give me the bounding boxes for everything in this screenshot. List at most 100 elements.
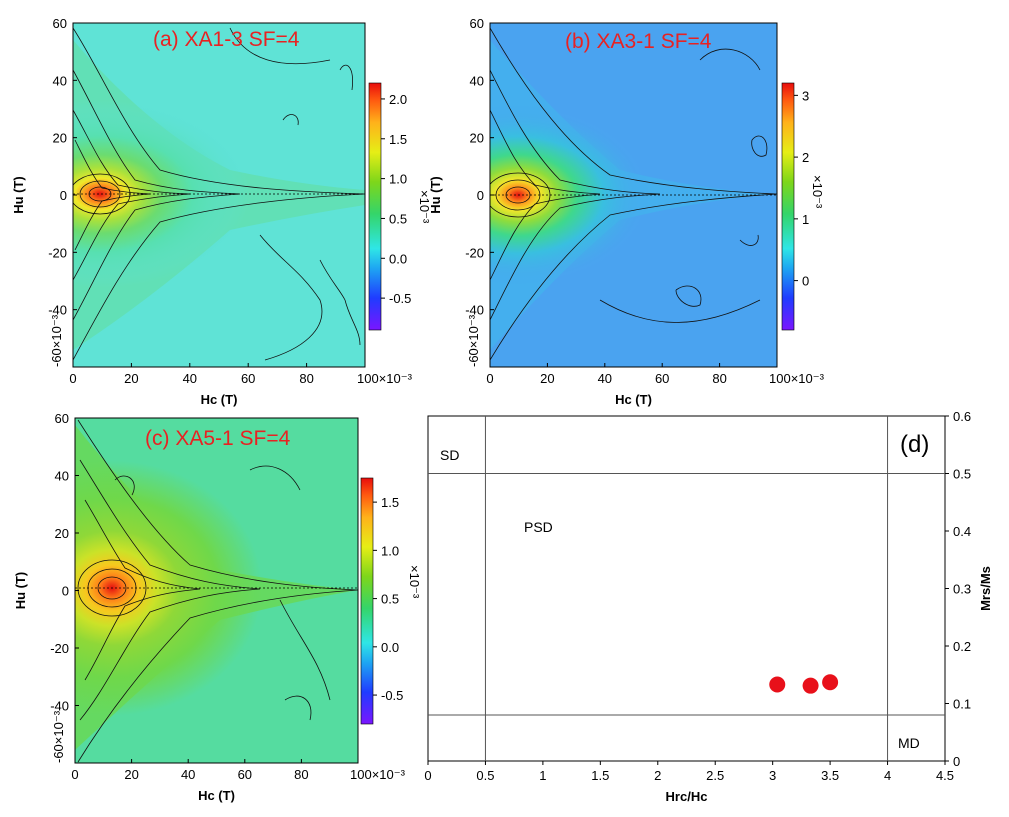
panel-a-y-tick-label: 20	[53, 131, 67, 146]
panel-a-colorbar-multiplier: ×10⁻³	[417, 190, 432, 224]
panel-a-y-tick-label: -40	[48, 303, 67, 318]
panel-b-colorbar-ticks: 3 2 1 0	[794, 88, 809, 289]
panel-b-y-tick-label: -20	[465, 245, 484, 260]
panel-b-y-tick-label: 40	[470, 73, 484, 88]
panel-c-x-tick-label: 100×10⁻³	[350, 767, 406, 782]
panel-c: 0 20 40 60 80 100×10⁻³ 60 40 20 0 -20 -40-60×10⁻³ Hc…	[13, 411, 422, 803]
panel-d-x-tick-label: 3	[769, 768, 776, 783]
panel-c-colorbar-tick-label: 1.5	[381, 495, 399, 510]
panel-a-y-axis-label: Hu (T)	[11, 176, 26, 214]
panel-a-colorbar-tick-label: 0.5	[389, 211, 407, 226]
panel-d-boundaries	[428, 416, 945, 761]
panel-d-x-tick-label: 0	[424, 768, 431, 783]
panel-d-x-tick-label: 2.5	[706, 768, 724, 783]
panel-d-x-tick-label: 4	[884, 768, 891, 783]
panel-a-x-tick-label: 40	[183, 371, 197, 386]
panel-b-x-tick-label: 20	[540, 371, 554, 386]
panel-b-title: (b) XA3-1 SF=4	[565, 30, 712, 53]
panel-b-y-tick-label: -60×10⁻³	[466, 314, 481, 367]
panel-c-x-tick-label: 60	[238, 767, 252, 782]
panel-c-colorbar	[360, 477, 374, 725]
panel-a-plot-area	[73, 23, 365, 367]
panel-b-colorbar-tick-label: 1	[802, 212, 809, 227]
panel-c-y-tick-label: 40	[55, 469, 69, 484]
panel-d-x-tick-label: 1.5	[591, 768, 609, 783]
panel-c-colorbar-tick-label: 1.0	[381, 543, 399, 558]
panel-a-x-axis-label: Hc (T)	[201, 392, 238, 407]
panel-a-y-tick-label: 60	[53, 16, 67, 31]
panel-d-y-tick-label: 0.2	[953, 639, 971, 654]
panel-a-x-tick-label: 0	[69, 371, 76, 386]
day-plot-point	[769, 676, 786, 693]
panel-a-title: (a) XA1-3 SF=4	[153, 28, 300, 51]
panel-b-colorbar-tick-label: 3	[802, 88, 809, 103]
panel-b-y-tick-label: 60	[470, 16, 484, 31]
panel-c-axes: 0 20 40 60 80 100×10⁻³ 60 40 20 0 -20 -40-60×10⁻³ Hc…	[13, 411, 406, 803]
panel-d: 0 0.5 1 1.5 2 2.5 3 3.5 4 4.500.10.20.30.40.50.6H…	[424, 409, 993, 804]
panel-a-x-tick-label: 80	[299, 371, 313, 386]
panel-c-colorbar-ticks: 1.5 1.0 0.5 0.0 -0.5	[373, 495, 403, 703]
panel-b-colorbar-multiplier: ×10⁻³	[810, 175, 825, 209]
panel-d-y-tick-label: 0.6	[953, 409, 971, 424]
panel-d-y-axis-label: Mrs/Ms	[978, 566, 993, 611]
panel-a-y-tick-label: 40	[53, 73, 67, 88]
panel-a-colorbar-tick-label: 2.0	[389, 92, 407, 107]
panel-a-colorbar	[368, 82, 382, 331]
panel-c-x-axis-label: Hc (T)	[198, 788, 235, 803]
day-plot-point	[822, 674, 839, 691]
region-sd-label: SD	[440, 447, 459, 463]
panel-b: 0 20 40 60 80 100×10⁻³6040200-20-40-60×10⁻³Hc…	[428, 16, 825, 407]
panel-d-y-tick-label: 0.3	[953, 582, 971, 597]
panel-a-colorbar-ticks: 2.0 1.5 1.0 0.5 0.0 -0.5	[381, 92, 411, 306]
panel-a-colorbar-tick-label: -0.5	[389, 291, 411, 306]
panel-a-x-tick-label: 100×10⁻³	[357, 371, 413, 386]
panel-c-colorbar-tick-label: -0.5	[381, 688, 403, 703]
region-psd-label: PSD	[524, 519, 553, 535]
panel-a-y-tick-label: -60×10⁻³	[49, 314, 64, 367]
panel-b-axes: 0 20 40 60 80 100×10⁻³6040200-20-40-60×10⁻³Hc…	[428, 16, 825, 407]
panel-b-y-tick-label: -40	[465, 303, 484, 318]
panel-d-y-tick-label: 0.5	[953, 467, 971, 482]
panel-b-y-tick-label: 0	[477, 188, 484, 203]
panel-d-plot-area	[427, 415, 946, 762]
panel-b-colorbar-tick-label: 2	[802, 150, 809, 165]
panel-d-y-tick-label: 0.4	[953, 524, 971, 539]
panel-d-x-axis-label: Hrc/Hc	[666, 789, 708, 804]
panel-b-x-tick-label: 40	[598, 371, 612, 386]
panel-d-x-tick-label: 2	[654, 768, 661, 783]
panel-a-colorbar-tick-label: 1.5	[389, 132, 407, 147]
panel-d-points	[769, 674, 839, 694]
panel-c-y-tick-label: -40	[50, 699, 69, 714]
panel-c-y-tick-label: 20	[55, 526, 69, 541]
panel-a-colorbar-tick-label: 0.0	[389, 251, 407, 266]
panel-b-plot-area	[490, 23, 777, 367]
panel-a-x-tick-label: 60	[241, 371, 255, 386]
panel-b-x-axis-label: Hc (T)	[615, 392, 652, 407]
panel-c-title: (c) XA5-1 SF=4	[145, 427, 291, 450]
panel-b-x-tick-label: 0	[486, 371, 493, 386]
panel-c-y-axis-label: Hu (T)	[13, 572, 28, 610]
panel-c-colorbar-multiplier: ×10⁻³	[407, 565, 422, 599]
panel-c-x-tick-label: 0	[71, 767, 78, 782]
panel-c-y-tick-label: -20	[50, 641, 69, 656]
panel-d-axes: 0 0.5 1 1.5 2 2.5 3 3.5 4 4.500.10.20.30.40.50.6H…	[424, 409, 993, 804]
panel-c-y-tick-label: -60×10⁻³	[51, 710, 66, 763]
panel-c-colorbar-tick-label: 0.0	[381, 640, 399, 655]
panel-a-y-tick-label: 0	[60, 188, 67, 203]
panel-c-y-tick-label: 60	[55, 411, 69, 426]
panel-b-y-tick-label: 20	[470, 131, 484, 146]
panel-b-colorbar-tick-label: 0	[802, 274, 809, 289]
panel-d-y-tick-label: 0.1	[953, 697, 971, 712]
panel-d-x-tick-label: 1	[539, 768, 546, 783]
panel-d-x-tick-label: 0.5	[476, 768, 494, 783]
panel-c-colorbar-tick-label: 0.5	[381, 592, 399, 607]
panel-c-y-tick-label: 0	[62, 584, 69, 599]
panel-b-x-tick-label: 60	[655, 371, 669, 386]
panel-b-x-tick-label: 100×10⁻³	[769, 371, 825, 386]
day-plot-point	[802, 677, 819, 694]
panel-a-y-tick-label: -20	[48, 245, 67, 260]
panel-a-axes: 0 20 40 60 80 100×10⁻³ 60 40 20 0 -20 -40-60×10⁻³ Hc…	[11, 16, 413, 407]
panel-b-colorbar	[781, 82, 795, 331]
panel-d-title: (d)	[900, 431, 929, 458]
